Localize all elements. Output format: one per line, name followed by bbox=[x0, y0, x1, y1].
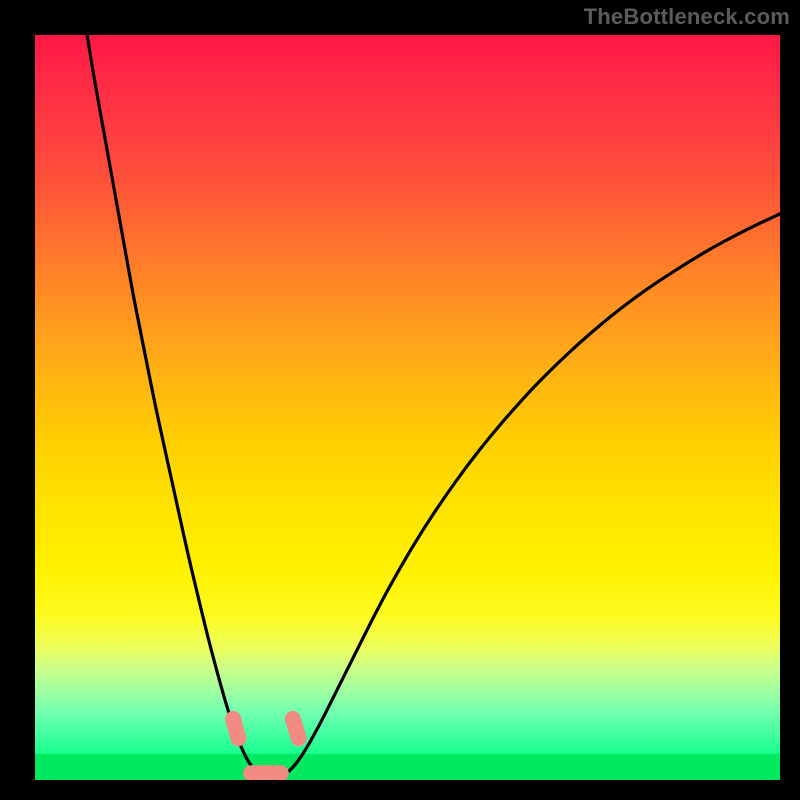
chart-svg bbox=[35, 35, 780, 780]
green-band bbox=[35, 754, 780, 780]
marker-segment-1 bbox=[293, 719, 299, 738]
plot-area bbox=[35, 35, 780, 780]
watermark-text: TheBottleneck.com bbox=[584, 4, 790, 30]
gradient-background bbox=[35, 35, 780, 780]
marker-segment-0 bbox=[233, 719, 238, 738]
canvas: TheBottleneck.com bbox=[0, 0, 800, 800]
